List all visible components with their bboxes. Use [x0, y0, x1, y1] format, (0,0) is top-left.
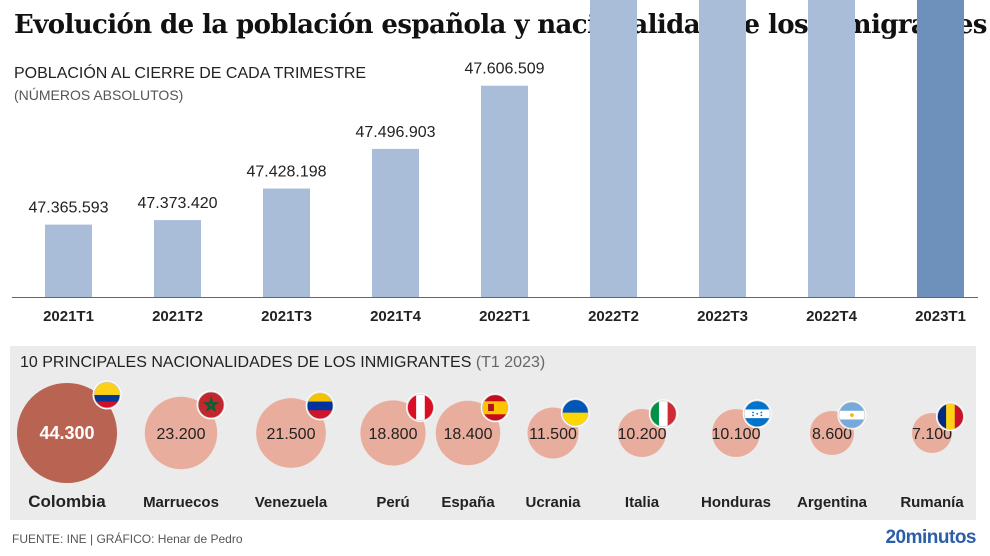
- nationalities-panel: 10 PRINCIPALES NACIONALIDADES DE LOS INM…: [10, 346, 976, 520]
- bubble-value-label: 21.500: [267, 426, 316, 443]
- bubble-value-label: 7.100: [912, 426, 952, 443]
- flag-colombia-icon: [92, 380, 122, 410]
- bar-2021T2: [154, 220, 201, 297]
- bar-2022T1: [481, 85, 528, 297]
- bar-value-label: 47.496.903: [355, 124, 435, 141]
- bar-2022T2: [590, 0, 637, 297]
- bar-2021T3: [263, 188, 310, 297]
- flag-peru-icon: [405, 393, 435, 423]
- country-label: Colombia: [28, 492, 106, 511]
- bubble-value-label: 10.100: [712, 426, 761, 443]
- bubble-Colombia: [16, 382, 118, 484]
- flag-spain-icon: [480, 393, 510, 423]
- flag-ukraine-icon: [560, 398, 590, 428]
- population-subtitle-units: (NÚMEROS ABSOLUTOS): [14, 87, 184, 103]
- nationalities-title: 10 PRINCIPALES NACIONALIDADES DE LOS INM…: [20, 354, 545, 372]
- nationalities-bubble-chart: 44.300 Colombia 23.200 Marruecos 21.500 Venez…: [16, 380, 965, 511]
- country-label: España: [441, 494, 495, 511]
- brand-logo: 20minutos: [885, 527, 976, 549]
- bubble-value-label: 18.400: [444, 426, 493, 443]
- bubble-value-label: 10.200: [618, 426, 667, 443]
- x-tick-label: 2022T3: [697, 308, 748, 325]
- bubble-value-label: 18.800: [369, 426, 418, 443]
- country-label: Marruecos: [143, 494, 219, 511]
- bubble-Venezuela: [256, 398, 326, 468]
- bar-2022T3: [699, 0, 746, 298]
- bubble-Marruecos: [144, 396, 218, 470]
- x-tick-label: 2021T1: [43, 308, 94, 325]
- x-tick-label: 2023T1: [915, 308, 966, 325]
- nationalities-title-period: (T1 2023): [475, 354, 546, 371]
- country-label: Honduras: [701, 494, 771, 511]
- flag-italy-icon: [648, 399, 678, 429]
- bubble-value-label: 11.500: [529, 426, 577, 443]
- population-subtitle: POBLACIÓN AL CIERRE DE CADA TRIMESTRE: [14, 65, 367, 82]
- x-tick-label: 2022T2: [588, 308, 639, 325]
- bubble-value-label: 8.600: [812, 426, 852, 443]
- country-label: Venezuela: [255, 494, 328, 511]
- bar-value-label: 47.428.198: [246, 164, 326, 181]
- country-label: Rumanía: [900, 494, 964, 511]
- flag-honduras-icon: [742, 399, 772, 429]
- x-tick-label: 2021T3: [261, 308, 312, 325]
- x-tick-label: 2021T4: [370, 308, 422, 325]
- x-tick-label: 2022T4: [806, 308, 858, 325]
- bar-2023T1: [917, 0, 964, 297]
- flag-morocco-icon: [196, 390, 226, 420]
- country-label: Ucrania: [525, 494, 581, 511]
- x-tick-label: 2021T2: [152, 308, 203, 325]
- flag-venezuela-icon: [305, 391, 335, 421]
- bar-2021T4: [372, 148, 419, 297]
- brand-logo-number: 20: [885, 527, 906, 548]
- nationalities-title-text: 10 PRINCIPALES NACIONALIDADES DE LOS INM…: [20, 354, 472, 371]
- bar-2022T4: [808, 0, 855, 297]
- flag-argentina-icon: [837, 400, 867, 430]
- bar-value-label: 47.373.420: [137, 195, 217, 212]
- country-label: Argentina: [797, 494, 868, 511]
- bar-2021T1: [45, 224, 92, 297]
- x-tick-label: 2022T1: [479, 308, 530, 325]
- flag-romania-icon: [935, 402, 965, 432]
- country-label: Italia: [625, 494, 660, 511]
- population-bar-chart: 47.365.593 2021T1 47.373.420 2021T2 47.428.1…: [12, 0, 978, 325]
- bar-value-label: 47.606.509: [464, 61, 544, 78]
- bubble-value-label: 44.300: [39, 423, 94, 443]
- bubble-value-label: 23.200: [157, 426, 206, 443]
- bar-value-label: 47.365.593: [28, 200, 108, 217]
- brand-logo-word: minutos: [905, 527, 977, 548]
- country-label: Perú: [376, 494, 409, 511]
- source-credit: FUENTE: INE | GRÁFICO: Henar de Pedro: [12, 532, 243, 546]
